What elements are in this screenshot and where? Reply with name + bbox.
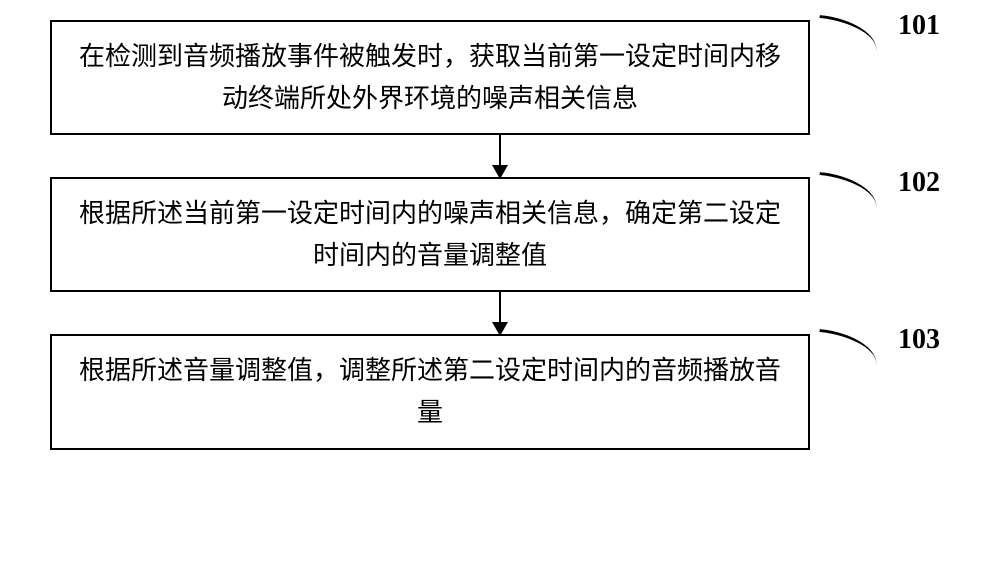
step-box-103: 根据所述音量调整值，调整所述第二设定时间内的音频播放音量 (50, 334, 810, 449)
step-text-102: 根据所述当前第一设定时间内的噪声相关信息，确定第二设定时间内的音量调整值 (72, 193, 788, 276)
step-text-101: 在检测到音频播放事件被触发时，获取当前第一设定时间内移动终端所处外界环境的噪声相… (72, 36, 788, 119)
step-label-101: 101 (898, 10, 940, 42)
step-row-101: 在检测到音频播放事件被触发时，获取当前第一设定时间内移动终端所处外界环境的噪声相… (50, 20, 950, 135)
label-connector-103 (817, 329, 880, 365)
step-row-102: 根据所述当前第一设定时间内的噪声相关信息，确定第二设定时间内的音量调整值 102 (50, 177, 950, 292)
label-connector-101 (817, 15, 880, 51)
step-row-103: 根据所述音量调整值，调整所述第二设定时间内的音频播放音量 103 (50, 334, 950, 449)
step-text-103: 根据所述音量调整值，调整所述第二设定时间内的音频播放音量 (72, 350, 788, 433)
step-box-101: 在检测到音频播放事件被触发时，获取当前第一设定时间内移动终端所处外界环境的噪声相… (50, 20, 810, 135)
arrow-101-102 (499, 135, 501, 177)
arrow-102-103 (499, 292, 501, 334)
flowchart-container: 在检测到音频播放事件被触发时，获取当前第一设定时间内移动终端所处外界环境的噪声相… (50, 20, 950, 450)
label-connector-102 (817, 172, 880, 208)
step-label-102: 102 (898, 167, 940, 199)
step-label-103: 103 (898, 324, 940, 356)
step-box-102: 根据所述当前第一设定时间内的噪声相关信息，确定第二设定时间内的音量调整值 (50, 177, 810, 292)
